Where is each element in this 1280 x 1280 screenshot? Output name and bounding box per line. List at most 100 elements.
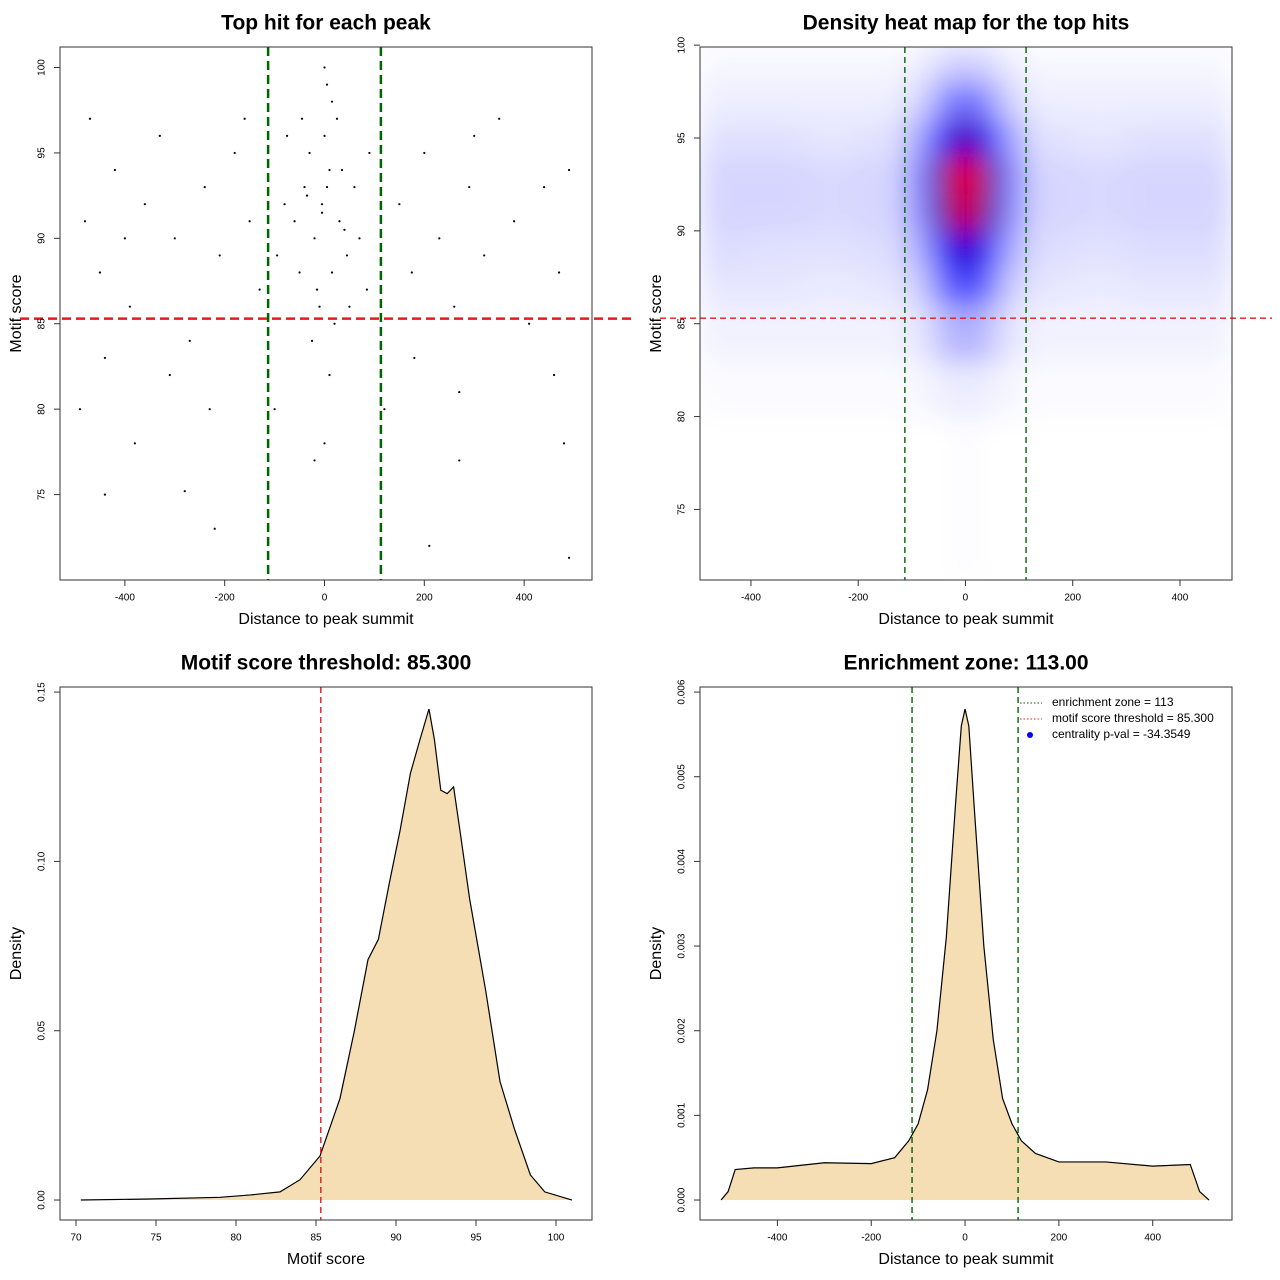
point [298,271,301,274]
point [428,544,431,547]
heat-cell [858,193,907,232]
heat-cell [1024,305,1074,362]
heat-cell [1072,268,1127,306]
heat-cell [1126,193,1181,232]
heat-cell [997,47,1025,83]
y-tick-label: 0.10 [37,851,48,871]
point [103,493,107,496]
heat-cell [976,416,999,580]
panel: Motif score threshold: 85.300 Motif score… [8,652,593,1268]
y-tick-label: 0.002 [677,1018,688,1043]
heat-cell [750,119,806,158]
point [78,408,82,411]
heat-cell [858,156,907,195]
heat-cell [976,305,999,362]
y-tick-label: 90 [677,225,688,237]
heat-cell [700,416,752,580]
heat-cell [906,82,934,120]
point [328,373,331,377]
density-area [80,709,573,1201]
point [173,237,176,240]
point [340,168,344,172]
point [83,220,87,223]
point [208,408,211,411]
heat-cell [1179,156,1232,195]
point [333,322,336,325]
heat-cell [933,47,956,83]
x-tick-label: -200 [215,593,235,604]
heat-cell [1072,119,1127,158]
y-tick-label: 80 [37,403,48,415]
point [513,220,516,223]
heat-cells [700,47,1232,580]
plot-area [720,708,1210,1201]
heat-cell [906,156,934,195]
y-axis-label: Motif score [648,274,665,352]
heat-cell [906,416,934,580]
x-axis-label: Motif score [287,1251,365,1268]
x-tick-label: -200 [848,593,868,604]
y-tick-label: 0.006 [677,679,688,704]
heat-cell [933,305,956,362]
heat-cell [1072,193,1127,232]
plot-frame [699,46,1233,581]
point [338,220,341,223]
x-tick-label: 70 [70,1233,82,1244]
point [123,237,126,240]
point [318,305,321,308]
point [213,527,216,530]
heat-cell [954,360,977,418]
heat-cell [1126,416,1181,580]
heat-cell [954,230,977,269]
heat-cell [858,305,907,362]
heat-cell [804,230,859,269]
heat-cell [933,230,956,269]
heat-cell [858,360,907,418]
plot-area [700,47,1232,580]
heat-cell [858,119,907,158]
heat-cell [997,416,1025,580]
legend-label: motif score threshold = 85.300 [1052,711,1214,725]
y-tick-label: 85 [677,318,688,330]
heat-cell [750,305,806,362]
heat-cell [906,230,934,269]
y-tick-label: 0.15 [37,682,48,702]
point [325,83,329,86]
point [113,168,116,172]
heat-cell [997,82,1025,120]
point [567,556,571,559]
point [323,134,326,137]
heat-cell [1024,47,1074,83]
x-tick-label: 400 [516,593,533,604]
heat-cell [804,119,859,158]
point [335,117,339,120]
heat-cell [1072,47,1127,83]
point [320,211,324,214]
heat-cell [804,360,859,418]
heat-cell [858,230,907,269]
point [243,117,246,120]
heat-cell [906,305,934,362]
x-tick-label: 200 [1064,593,1081,604]
y-tick-label: 0.05 [37,1021,48,1041]
heat-cell [1024,268,1074,306]
heat-cell [1024,416,1074,580]
plot-frame [59,46,593,581]
heat-cell [933,193,956,232]
point [498,117,501,120]
heat-cell [804,47,859,83]
heat-cell [976,47,999,83]
y-tick-label: 100 [677,36,688,53]
legend-symbol [1027,732,1033,738]
point [453,305,456,308]
point [557,271,561,274]
heat-cell [1179,193,1232,232]
heat-cell [1072,156,1127,195]
heat-cell [906,360,934,418]
heat-cell [700,268,752,306]
point [303,185,306,189]
point [345,254,349,257]
density-line [80,708,573,1201]
heat-cell [1126,305,1181,362]
